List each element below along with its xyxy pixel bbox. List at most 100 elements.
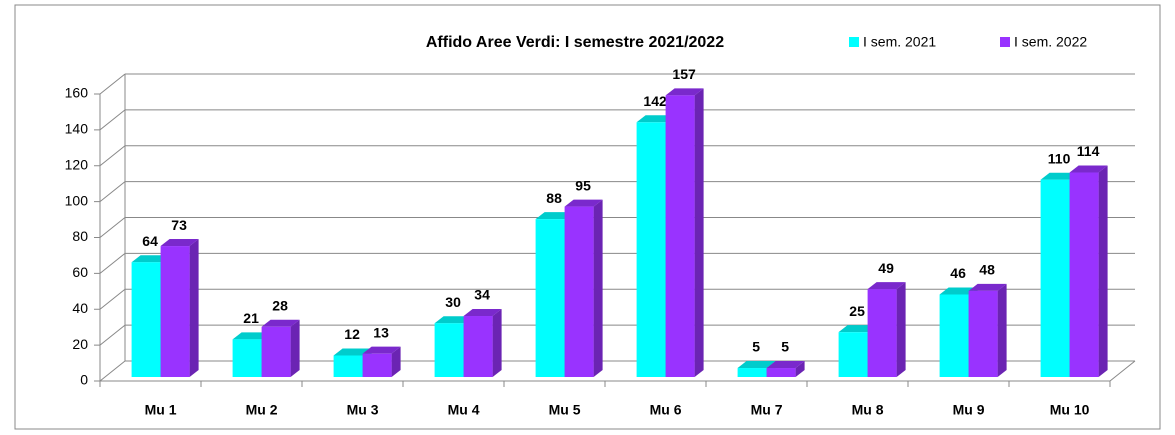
legend-swatch	[849, 37, 859, 47]
data-label: 30	[445, 294, 461, 310]
bar-top	[636, 115, 675, 123]
grid-line	[99, 145, 126, 167]
bar	[160, 246, 190, 377]
bar-side	[391, 346, 401, 377]
x-tick-label: Mu 3	[347, 402, 379, 418]
y-tick-label: 140	[65, 121, 89, 137]
bar	[333, 355, 363, 377]
y-tick-label: 0	[80, 372, 88, 388]
bar	[131, 262, 161, 377]
bar	[1040, 179, 1070, 377]
legend-label: I sem. 2022	[1014, 34, 1087, 50]
y-tick-label: 20	[72, 336, 88, 352]
data-label: 5	[781, 339, 789, 355]
bar-top	[131, 255, 170, 263]
data-label: 28	[272, 297, 288, 313]
bar	[564, 206, 594, 377]
bar	[232, 339, 262, 377]
bar	[968, 290, 998, 377]
data-label: 5	[752, 339, 760, 355]
x-tick-label: Mu 6	[650, 402, 682, 418]
data-label: 25	[849, 303, 865, 319]
chart-title: Affido Aree Verdi: I semestre 2021/2022	[426, 34, 724, 51]
bar	[665, 95, 695, 377]
bar-side	[795, 361, 805, 377]
bar-top	[434, 316, 473, 324]
data-label: 64	[142, 233, 158, 249]
x-tick-label: Mu 5	[549, 402, 581, 418]
y-tick-label: 60	[72, 264, 88, 280]
bar-top	[535, 212, 574, 220]
data-label: 34	[474, 287, 490, 303]
bar-top	[867, 282, 906, 290]
bar-top	[1069, 165, 1108, 173]
bar-top	[232, 332, 271, 340]
x-tick-label: Mu 8	[852, 402, 884, 418]
bar-side	[1098, 165, 1108, 377]
bar-side	[189, 239, 199, 377]
legend-swatch	[1000, 37, 1010, 47]
grid-line	[99, 217, 126, 238]
bar-side	[896, 282, 906, 377]
data-label: 114	[1077, 143, 1100, 159]
bar-side	[290, 319, 300, 377]
bar	[463, 316, 493, 377]
data-label: 49	[878, 260, 894, 276]
data-label: 88	[546, 190, 562, 206]
bar-top	[261, 319, 300, 327]
data-label: 48	[979, 262, 995, 278]
data-label: 157	[672, 66, 696, 82]
data-label: 110	[1048, 150, 1071, 166]
grid-line	[99, 109, 126, 131]
grid-line	[99, 360, 126, 382]
bar-top	[362, 346, 401, 354]
data-label: 21	[243, 310, 259, 326]
x-tick-label: Mu 2	[246, 402, 278, 418]
grid-line	[99, 73, 126, 95]
bar-top	[939, 287, 978, 295]
bar-top	[766, 361, 805, 369]
data-label: 95	[575, 177, 591, 193]
floor-edge	[1109, 360, 1136, 382]
y-tick-label: 120	[65, 156, 89, 172]
bar-top	[737, 361, 776, 369]
grid-line	[99, 324, 126, 346]
bar	[838, 332, 868, 377]
bar-side	[593, 199, 603, 377]
legend-label: I sem. 2021	[863, 34, 936, 50]
data-label: 142	[643, 93, 667, 109]
bar	[636, 122, 666, 377]
data-label: 12	[344, 326, 360, 342]
y-tick-label: 80	[72, 228, 88, 244]
bar-top	[838, 325, 877, 333]
bar-side	[492, 309, 502, 377]
bar	[1069, 172, 1099, 377]
bar	[867, 289, 897, 377]
bar	[766, 368, 796, 377]
bar	[535, 219, 565, 377]
grid-line	[99, 288, 126, 310]
bar-top	[968, 283, 1007, 291]
y-tick-label: 40	[72, 300, 88, 316]
bar-top	[665, 88, 704, 96]
bar	[434, 323, 464, 377]
bar-top	[333, 348, 372, 356]
grid-line	[99, 252, 126, 274]
data-label: 46	[950, 265, 966, 281]
bar-side	[694, 88, 704, 377]
x-tick-label: Mu 4	[448, 402, 480, 418]
data-label: 73	[171, 217, 187, 233]
bar	[737, 368, 767, 377]
grid-line	[99, 181, 126, 203]
bar-top	[463, 309, 502, 317]
bar	[261, 326, 291, 377]
data-label: 13	[373, 324, 389, 340]
bar-top	[1040, 172, 1079, 180]
bar-top	[160, 239, 199, 247]
x-tick-label: Mu 1	[145, 402, 177, 418]
bar-top	[564, 199, 603, 207]
y-tick-label: 160	[65, 85, 89, 101]
y-tick-label: 100	[65, 192, 89, 208]
x-tick-label: Mu 7	[751, 402, 783, 418]
